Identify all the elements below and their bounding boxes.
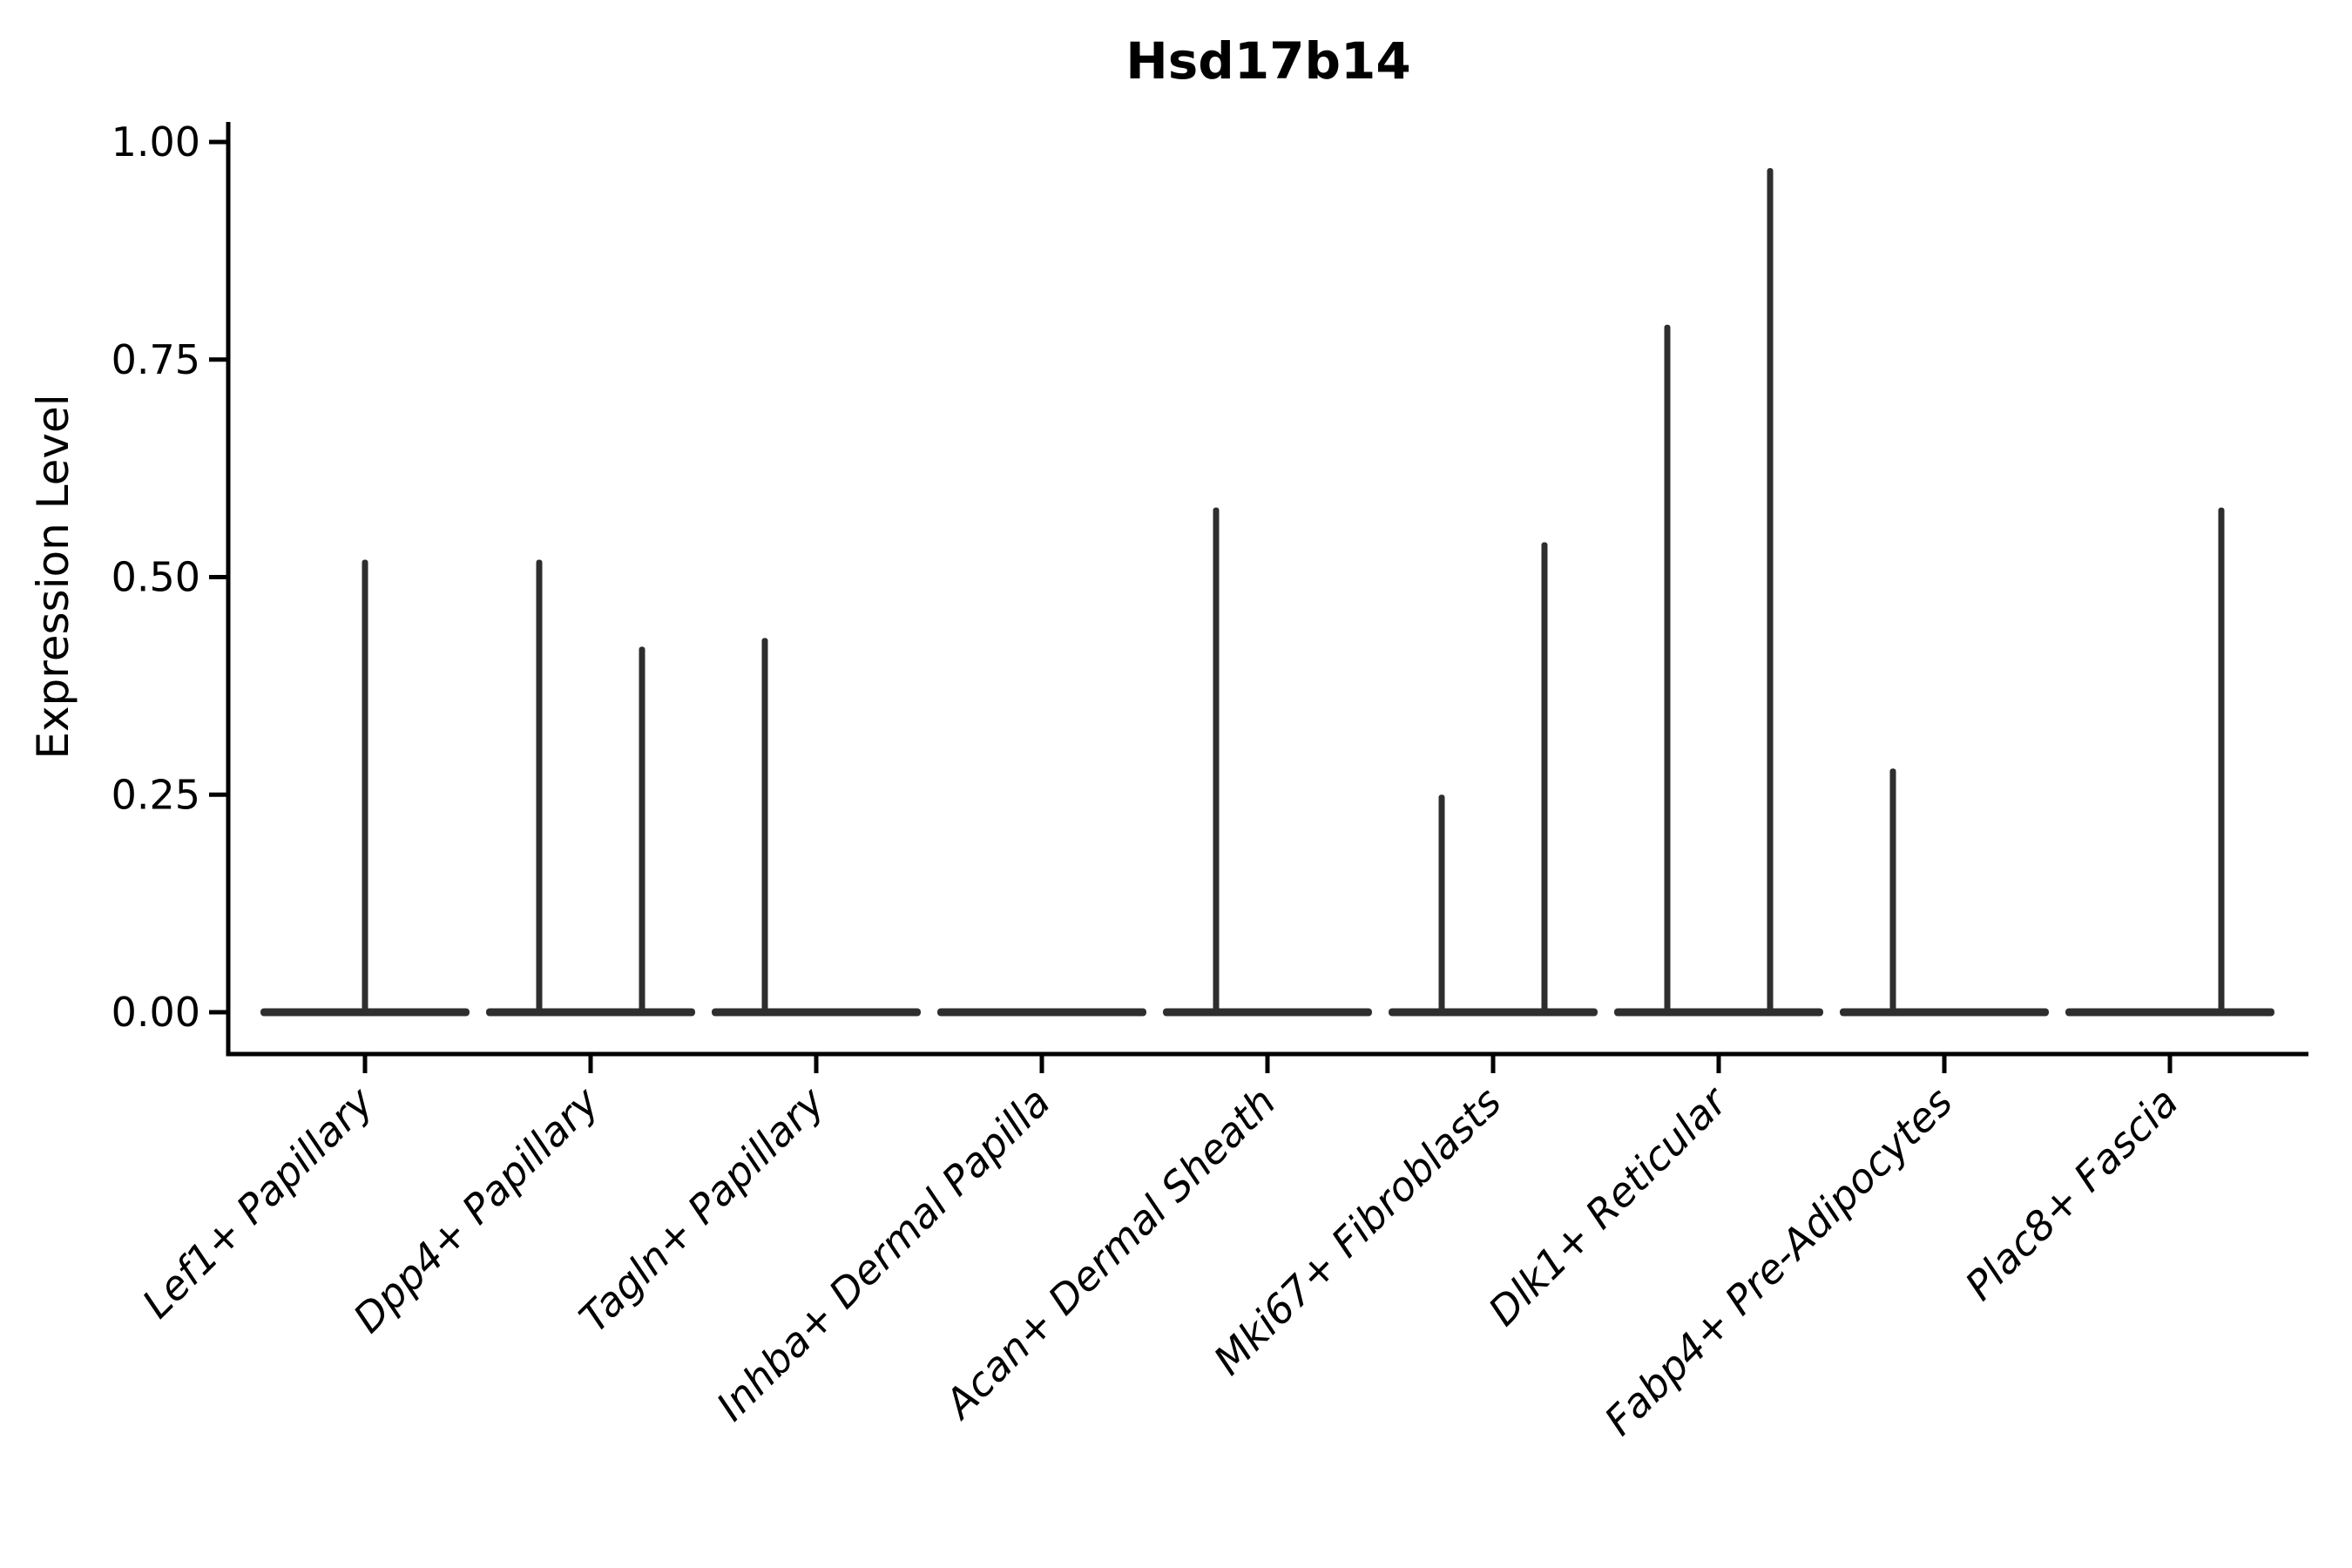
axes-layer xyxy=(209,122,2308,1073)
violin-spike xyxy=(1541,542,1548,1012)
plot-title: Hsd17b14 xyxy=(1125,31,1411,91)
x-tick-label: Dlk1+ Reticular xyxy=(1479,1076,1738,1335)
y-tick-label: 0.25 xyxy=(112,771,200,818)
violin-spike xyxy=(1767,167,1774,1013)
violin-layer xyxy=(260,167,2274,1017)
violin-spike xyxy=(1889,768,1896,1012)
violin-5 xyxy=(1163,507,1372,1017)
violin-base xyxy=(1614,1008,1823,1017)
violin-1 xyxy=(260,559,470,1017)
x-tick-label: Plac8+ Fascia xyxy=(1956,1078,2186,1309)
y-tick-label: 0.50 xyxy=(112,554,200,601)
x-tick-label: Lef1+ Papillary xyxy=(133,1078,382,1327)
y-tick-label: 0.00 xyxy=(112,989,200,1036)
violin-spike xyxy=(2218,507,2225,1012)
violin-spike xyxy=(1213,507,1220,1012)
tick-label-layer: 0.00 0.25 0.50 0.75 1.00 Lef1+ PapillaryDpp4+… xyxy=(112,118,2187,1444)
violin-3 xyxy=(712,638,921,1017)
violin-base xyxy=(1389,1008,1598,1017)
violin-base xyxy=(2065,1008,2274,1017)
x-tick-label: Dpp4+ Papillary xyxy=(344,1078,608,1342)
violin-base xyxy=(1840,1008,2049,1017)
violin-8 xyxy=(1840,768,2049,1017)
y-tick-label: 1.00 xyxy=(112,118,200,166)
y-axis-label: Expression Level xyxy=(28,394,78,759)
violin-spike xyxy=(536,559,543,1012)
violin-spike xyxy=(761,638,768,1012)
x-tick-label: Tagln+ Papillary xyxy=(570,1078,834,1342)
violin-spike xyxy=(1664,324,1671,1012)
violin-spike xyxy=(1438,794,1445,1012)
violin-2 xyxy=(486,559,695,1017)
violin-base xyxy=(1163,1008,1372,1017)
violin-base xyxy=(486,1008,695,1017)
violin-base xyxy=(937,1008,1146,1017)
violin-4 xyxy=(937,1008,1146,1017)
y-tick-label: 0.75 xyxy=(112,336,200,383)
violin-base xyxy=(712,1008,921,1017)
violin-spike xyxy=(362,559,368,1012)
violin-6 xyxy=(1389,542,1598,1017)
violin-9 xyxy=(2065,507,2274,1017)
violin-spike xyxy=(639,646,645,1012)
violin-7 xyxy=(1614,167,1823,1017)
